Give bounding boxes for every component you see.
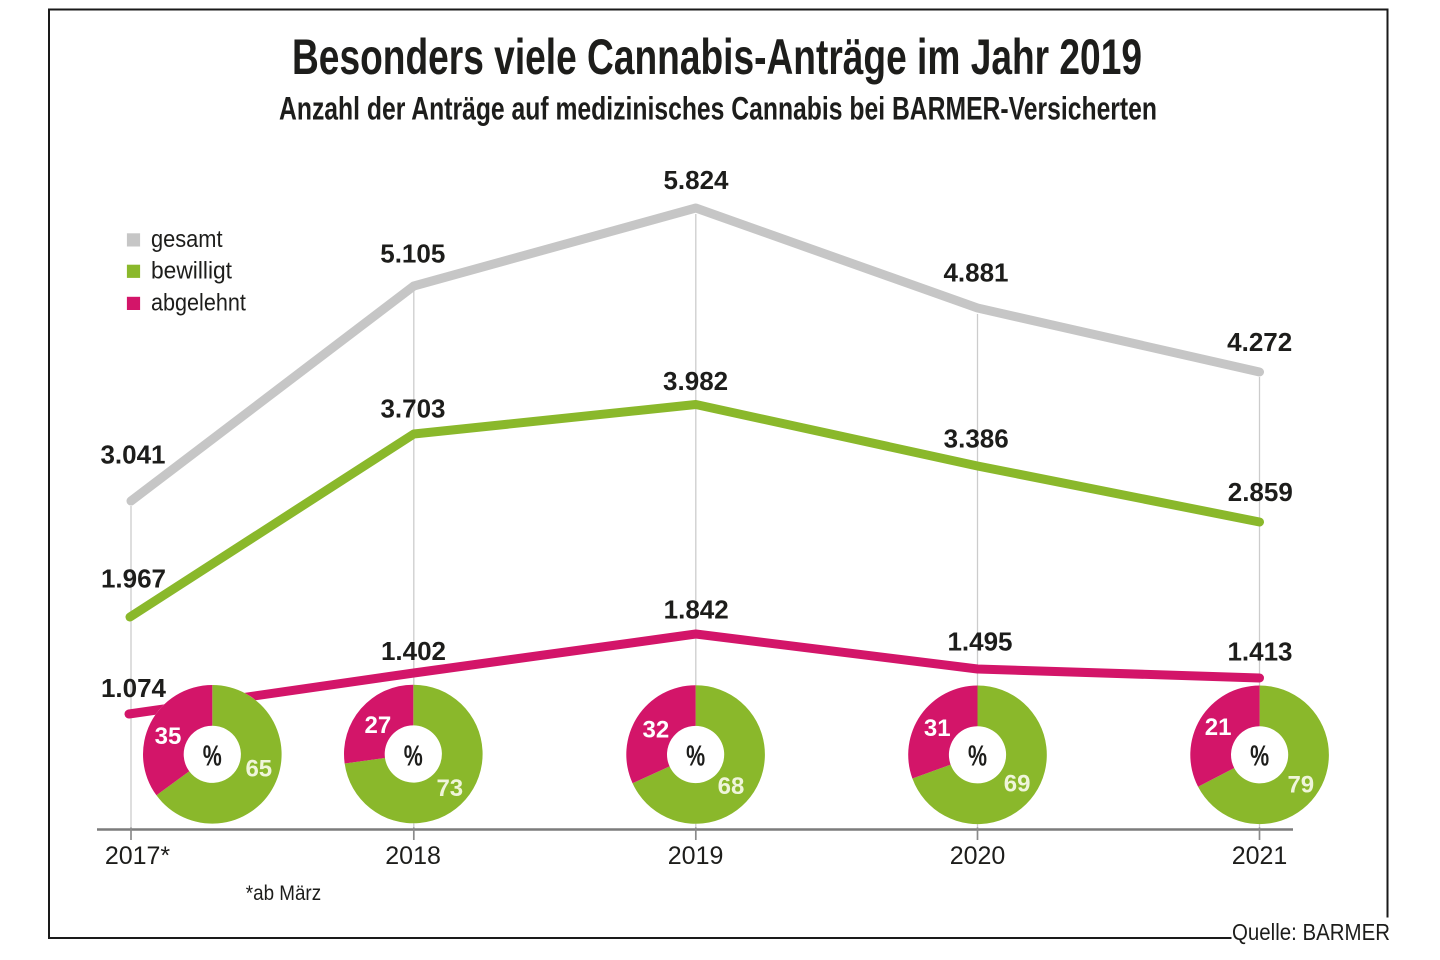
svg-text:32: 32 [643, 717, 670, 744]
svg-text:69: 69 [1004, 771, 1031, 798]
svg-text:73: 73 [436, 775, 463, 802]
svg-text:2020: 2020 [950, 842, 1006, 870]
svg-text:21: 21 [1205, 714, 1232, 741]
svg-text:5.105: 5.105 [380, 239, 445, 269]
svg-text:1.402: 1.402 [381, 636, 446, 666]
svg-text:%: % [404, 740, 423, 772]
svg-text:abgelehnt: abgelehnt [151, 289, 246, 316]
svg-text:bewilligt: bewilligt [151, 258, 232, 285]
svg-text:4.881: 4.881 [943, 258, 1008, 288]
svg-text:Quelle: BARMER: Quelle: BARMER [1232, 919, 1390, 945]
svg-text:3.041: 3.041 [100, 440, 165, 470]
svg-text:65: 65 [245, 755, 272, 782]
svg-text:5.824: 5.824 [663, 165, 729, 195]
svg-text:gesamt: gesamt [151, 226, 223, 253]
svg-text:Besonders viele Cannabis-Anträ: Besonders viele Cannabis-Anträge im Jahr… [292, 29, 1142, 85]
svg-text:1.967: 1.967 [101, 564, 166, 594]
svg-text:1.413: 1.413 [1227, 637, 1292, 667]
svg-text:%: % [203, 740, 222, 772]
svg-text:3.982: 3.982 [663, 366, 728, 396]
svg-text:4.272: 4.272 [1227, 327, 1292, 357]
svg-text:*ab März: *ab März [246, 882, 321, 905]
svg-text:27: 27 [365, 712, 392, 739]
svg-text:Anzahl der Anträge auf medizin: Anzahl der Anträge auf medizinisches Can… [279, 91, 1157, 127]
svg-text:2.859: 2.859 [1228, 477, 1293, 507]
svg-text:2021: 2021 [1232, 842, 1288, 870]
svg-text:3.386: 3.386 [944, 424, 1009, 454]
svg-text:3.703: 3.703 [380, 394, 445, 424]
svg-text:68: 68 [718, 773, 745, 800]
svg-text:%: % [686, 740, 705, 772]
svg-text:35: 35 [155, 723, 182, 750]
svg-text:1.074: 1.074 [101, 673, 167, 703]
svg-text:1.495: 1.495 [947, 627, 1012, 657]
svg-text:2018: 2018 [385, 842, 441, 870]
svg-text:%: % [968, 740, 987, 772]
svg-text:2017*: 2017* [105, 842, 171, 870]
svg-text:31: 31 [924, 715, 951, 742]
svg-text:1.842: 1.842 [664, 594, 729, 624]
svg-text:2019: 2019 [668, 842, 724, 870]
svg-text:79: 79 [1287, 771, 1314, 798]
svg-text:%: % [1250, 740, 1269, 772]
